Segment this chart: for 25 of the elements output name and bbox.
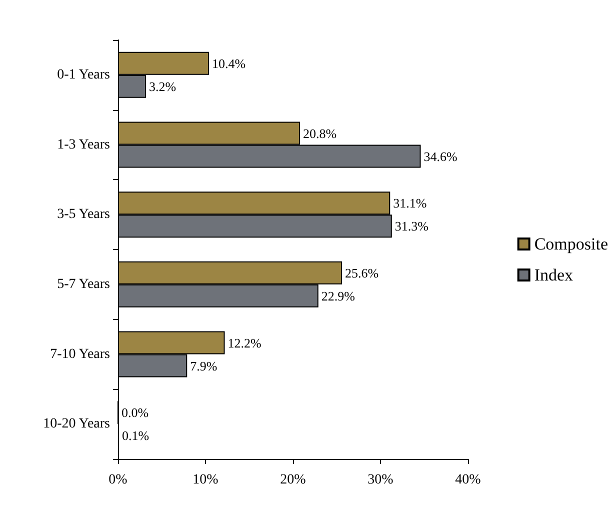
data-label: 31.3% [394,218,429,234]
y-tick-label: 3-5 Years [57,207,110,222]
data-label: 0.0% [122,405,149,420]
y-tick-label: 0-1 Years [57,67,110,82]
data-label: 3.2% [149,78,176,94]
data-label: 12.2% [228,335,262,350]
x-tick-label: 0% [108,472,128,488]
data-label: 0.1% [122,428,150,444]
x-tick-label: 30% [368,472,394,488]
x-tick-label: 40% [455,472,482,488]
data-label: 34.6% [424,148,458,164]
x-tick-label: 20% [280,472,306,488]
data-label: 31.1% [393,196,427,211]
data-label: 20.8% [303,126,337,141]
legend-label: Index [534,266,574,284]
y-tick-label: 7-10 Years [50,346,110,362]
y-tick-label: 5-7 Years [57,276,110,292]
data-label: 10.4% [212,56,246,71]
y-tick-label: 10-20 Years [43,416,110,432]
legend-label: Composite [534,234,608,254]
x-tick-label: 10% [192,472,219,488]
y-tick-label: 1-3 Years [57,137,110,152]
data-label: 7.9% [190,358,218,374]
data-label: 22.9% [321,288,356,304]
data-label: 25.6% [345,265,379,280]
